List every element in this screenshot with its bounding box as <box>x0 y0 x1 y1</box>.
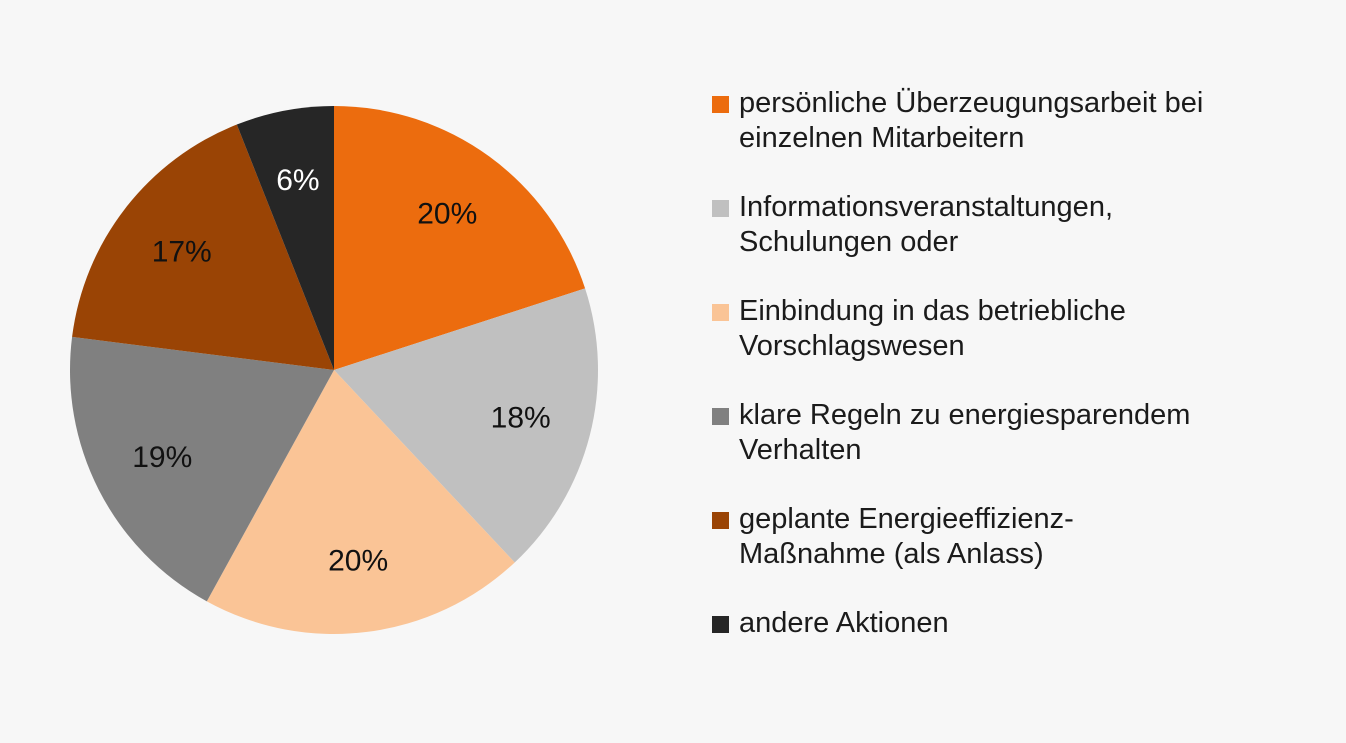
pie-slice-label-2: 18% <box>491 401 551 434</box>
pie-slices <box>69 106 598 635</box>
legend-swatch-3 <box>712 304 729 321</box>
legend-label-5: geplante Energieeffizienz- Maßnahme (als… <box>739 503 1074 570</box>
legend-item-1: persönliche Überzeugungsarbeit bei einze… <box>712 86 1322 156</box>
pie-slice-4 <box>69 336 335 602</box>
pie-chart: 20% 18% 20% 19% 17% 6% <box>69 106 598 635</box>
legend-item-3: Einbindung in das betriebliche Vorschlag… <box>712 294 1322 364</box>
pie-slice-label-3: 20% <box>328 545 388 578</box>
chart-legend: persönliche Überzeugungsarbeit bei einze… <box>712 86 1322 641</box>
pie-slice-label-1: 20% <box>417 198 477 231</box>
pie-slice-6 <box>236 106 334 370</box>
pie-slice-label-4: 19% <box>132 441 192 474</box>
pie-slice-5 <box>72 124 334 371</box>
pie-slice-3 <box>206 370 515 635</box>
legend-label-1: persönliche Überzeugungsarbeit bei einze… <box>739 87 1204 154</box>
legend-label-4: klare Regeln zu energiesparendem Verhalt… <box>739 399 1191 466</box>
legend-label-3: Einbindung in das betriebliche Vorschlag… <box>739 295 1126 362</box>
legend-item-2: Informationsveranstaltungen, Schulungen … <box>712 190 1322 260</box>
legend-label-2: Informationsveranstaltungen, Schulungen … <box>739 191 1113 258</box>
legend-item-5: geplante Energieeffizienz- Maßnahme (als… <box>712 502 1322 572</box>
legend-label-6: andere Aktionen <box>739 607 949 639</box>
pie-slice-2 <box>334 288 598 563</box>
pie-slice-label-6: 6% <box>276 164 319 197</box>
pie-slice-1 <box>334 106 586 370</box>
legend-item-4: klare Regeln zu energiesparendem Verhalt… <box>712 398 1322 468</box>
legend-swatch-5 <box>712 512 729 529</box>
legend-swatch-6 <box>712 616 729 633</box>
legend-swatch-2 <box>712 200 729 217</box>
pie-slice-labels: 20% 18% 20% 19% 17% 6% <box>132 164 550 578</box>
pie-slice-label-5: 17% <box>152 235 212 268</box>
legend-item-6: andere Aktionen <box>712 606 1322 641</box>
legend-swatch-4 <box>712 408 729 425</box>
legend-swatch-1 <box>712 96 729 113</box>
